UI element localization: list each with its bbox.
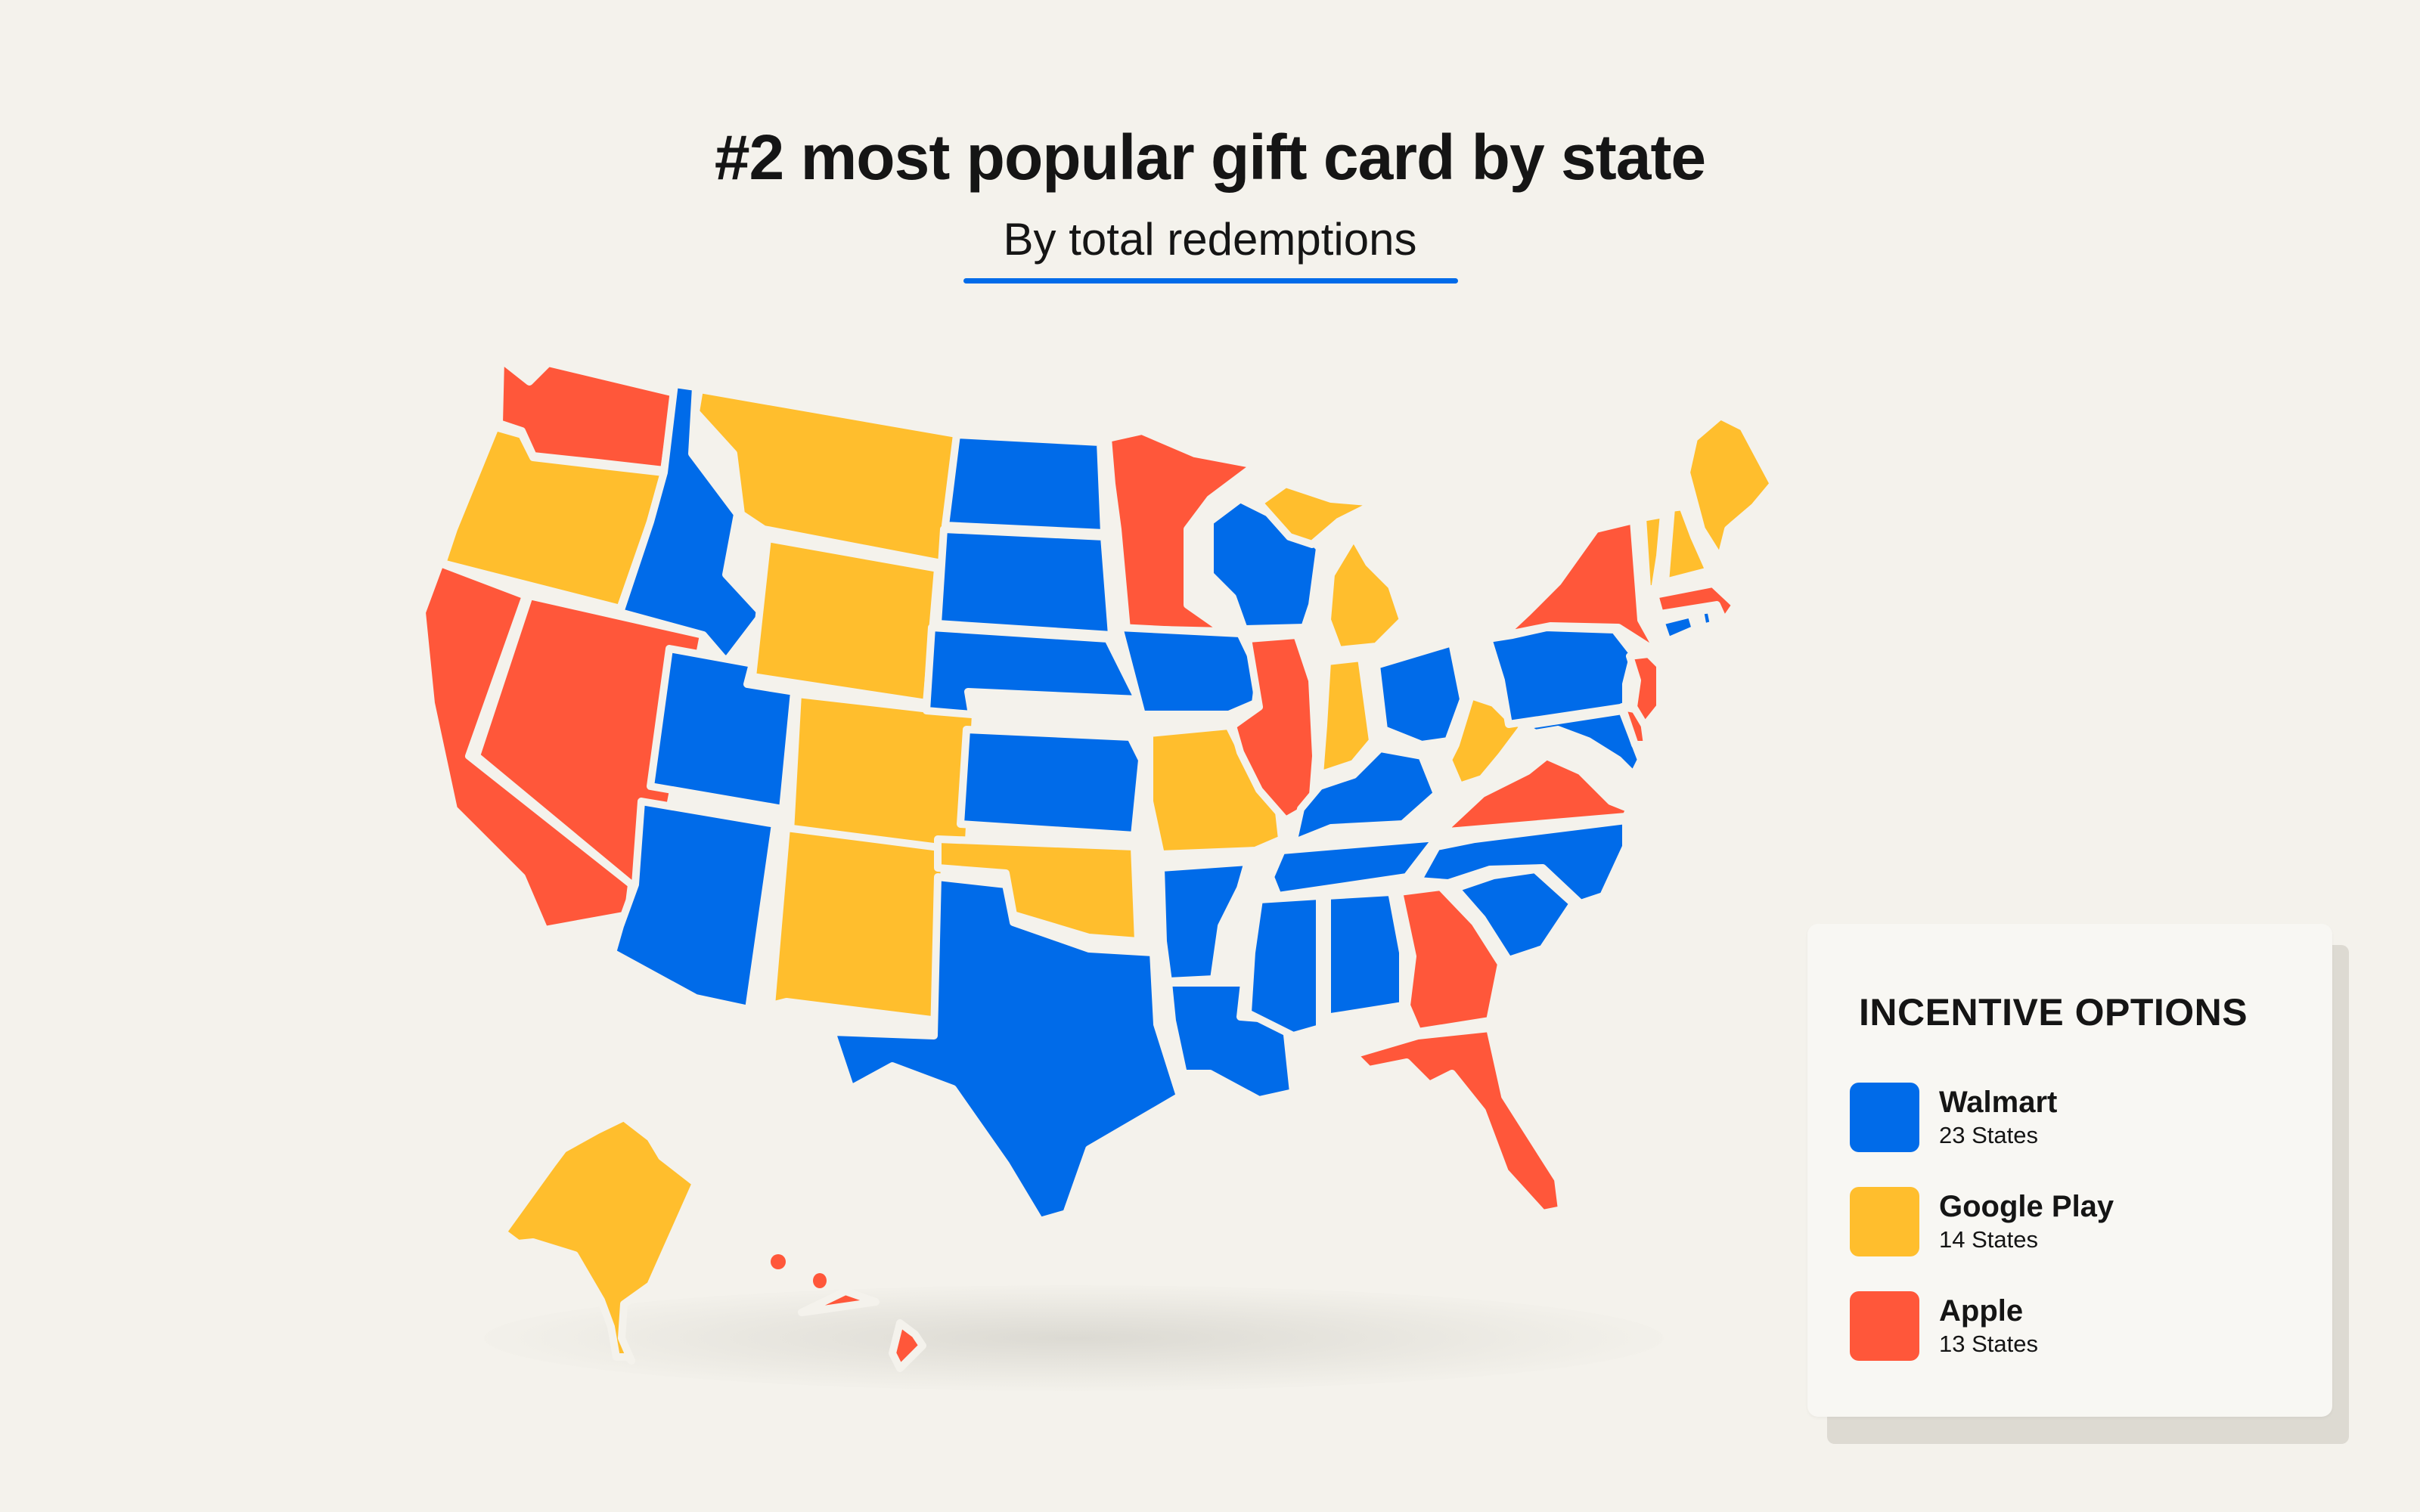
state-mn[interactable] (1104, 427, 1259, 635)
state-sc[interactable] (1452, 866, 1577, 964)
legend-title: INCENTIVE OPTIONS (1859, 991, 2248, 1033)
state-ri[interactable] (1696, 606, 1717, 631)
legend-count-apple: 13 States (1939, 1331, 2038, 1357)
state-ut[interactable] (647, 645, 798, 813)
map-shadow (484, 1285, 1664, 1391)
legend-label-apple: Apple (1939, 1294, 2024, 1328)
state-mi[interactable] (1255, 480, 1407, 654)
state-az[interactable] (609, 798, 779, 1013)
state-ct[interactable] (1657, 610, 1699, 645)
page-subtitle: By total redemptions (1003, 214, 1417, 265)
state-ny[interactable] (1500, 516, 1664, 658)
swatch-apple (1850, 1291, 1919, 1361)
state-hi-kauai[interactable] (771, 1254, 786, 1269)
state-va[interactable] (1444, 752, 1634, 835)
state-nh[interactable] (1661, 503, 1713, 586)
legend-item-apple[interactable]: Apple 13 States (1850, 1291, 2273, 1361)
state-ms[interactable] (1244, 892, 1323, 1040)
state-oh[interactable] (1373, 639, 1467, 748)
state-nm[interactable] (768, 824, 949, 1024)
state-ar[interactable] (1157, 858, 1252, 985)
legend-panel: INCENTIVE OPTIONS Walmart 23 States Goog… (1807, 924, 2332, 1417)
state-nj[interactable] (1626, 650, 1664, 730)
state-vt[interactable] (1639, 510, 1668, 593)
state-la[interactable] (1165, 979, 1297, 1104)
state-me[interactable] (1683, 412, 1777, 563)
legend-item-google-play[interactable]: Google Play 14 States (1850, 1187, 2273, 1256)
state-id[interactable] (616, 380, 766, 665)
legend-count-google-play: 14 States (1939, 1226, 2038, 1253)
page-title: #2 most popular gift card by state (714, 122, 1706, 193)
state-nd[interactable] (942, 431, 1108, 537)
legend-label-walmart: Walmart (1939, 1086, 2058, 1119)
state-ma[interactable] (1651, 580, 1739, 625)
legend-label-google-play: Google Play (1939, 1190, 2114, 1223)
state-ca[interactable] (418, 559, 635, 934)
swatch-walmart (1850, 1083, 1919, 1152)
state-ia[interactable] (1115, 624, 1263, 718)
legend-count-walmart: 23 States (1939, 1122, 2038, 1148)
state-tx[interactable] (828, 873, 1184, 1225)
state-ks[interactable] (957, 726, 1146, 839)
state-fl[interactable] (1350, 1024, 1565, 1217)
swatch-google-play (1850, 1187, 1919, 1256)
state-tn[interactable] (1267, 834, 1441, 900)
state-ok[interactable] (934, 835, 1142, 945)
state-hi[interactable] (889, 1319, 926, 1372)
state-il[interactable] (1229, 631, 1320, 824)
state-ky[interactable] (1289, 745, 1441, 847)
state-hi-maui[interactable] (798, 1287, 880, 1316)
legend-item-walmart[interactable]: Walmart 23 States (1850, 1083, 2273, 1152)
state-wy[interactable] (749, 534, 942, 707)
state-ak[interactable] (499, 1114, 700, 1365)
state-al[interactable] (1323, 888, 1407, 1040)
state-hi-oahu[interactable] (813, 1273, 827, 1288)
state-sd[interactable] (934, 525, 1115, 639)
state-ne[interactable] (923, 624, 1142, 718)
state-ga[interactable] (1395, 883, 1505, 1036)
state-nc[interactable] (1414, 816, 1630, 907)
state-in[interactable] (1316, 654, 1376, 779)
subtitle-underline (963, 278, 1458, 284)
